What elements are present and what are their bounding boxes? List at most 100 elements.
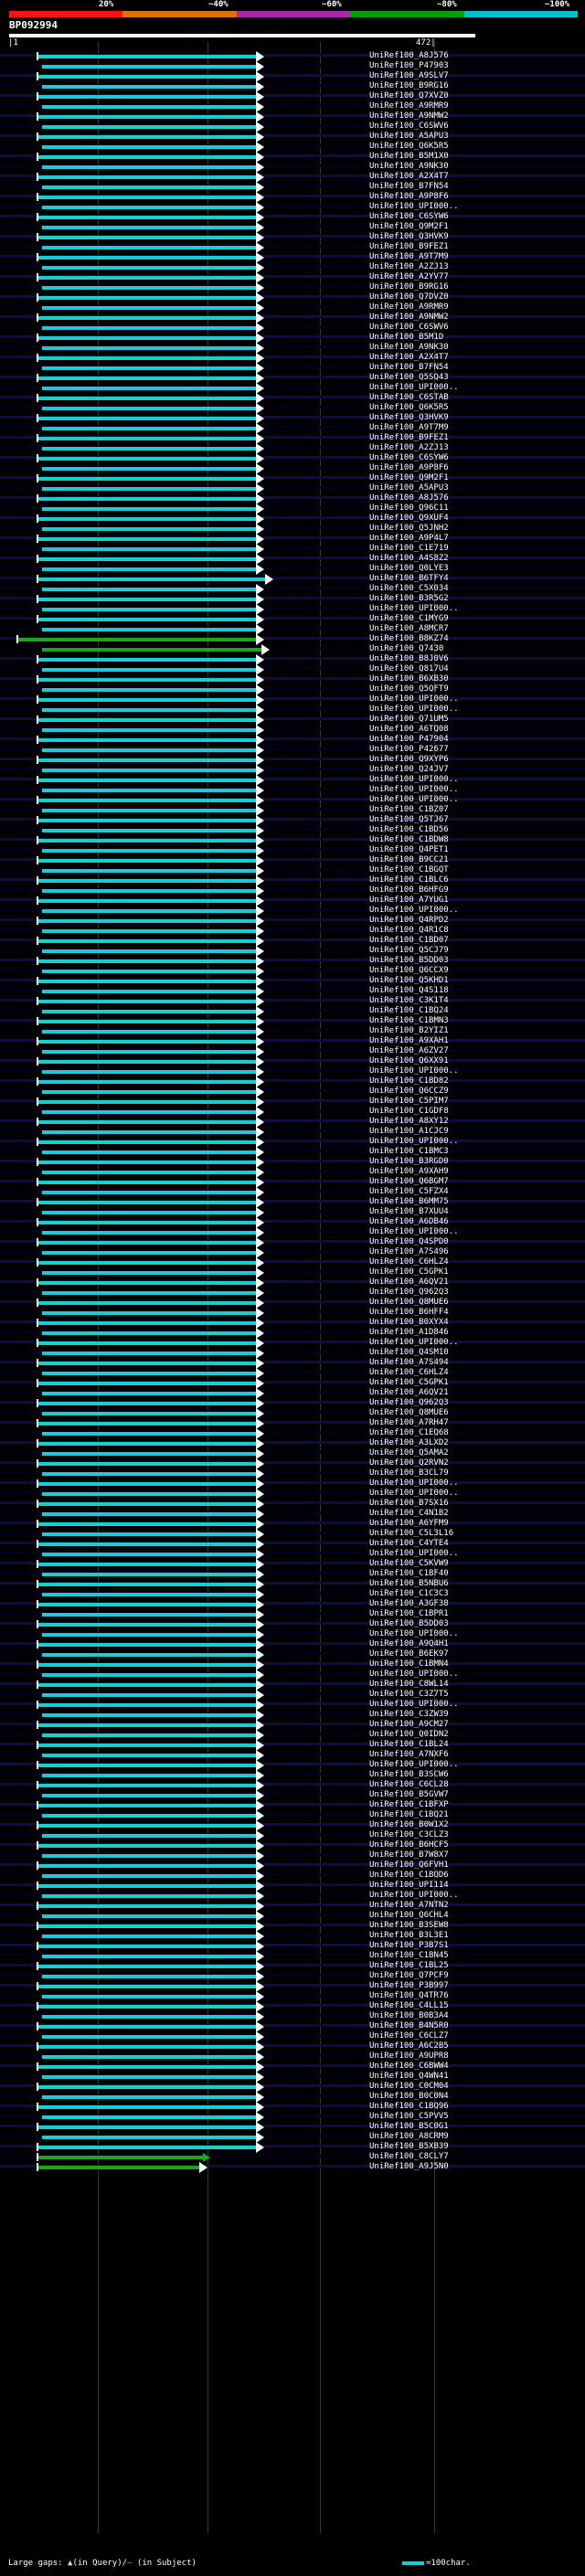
hit-accession-label[interactable]: UniRef100_B5DD03 <box>369 1619 449 1628</box>
hit-bar[interactable] <box>38 2105 256 2109</box>
hit-bar[interactable] <box>42 1291 256 1295</box>
hit-row[interactable]: UniRef100_A9T7M9 <box>0 423 585 434</box>
hit-bar-group[interactable] <box>0 1428 366 1439</box>
hit-row[interactable]: UniRef100_A2YV77 <box>0 272 585 283</box>
hit-row[interactable]: UniRef100_C5GPK1 <box>0 1267 585 1278</box>
hit-accession-label[interactable]: UniRef100_B6HCF5 <box>369 1840 449 1850</box>
hit-row[interactable]: UniRef100_UPI000.. <box>0 1700 585 1711</box>
hit-bar[interactable] <box>38 1462 256 1466</box>
hit-accession-label[interactable]: UniRef100_A3GF38 <box>369 1599 449 1608</box>
hit-bar[interactable] <box>38 477 256 481</box>
hit-accession-label[interactable]: UniRef100_B9RG16 <box>369 282 449 292</box>
hit-accession-label[interactable]: UniRef100_Q5QFT9 <box>369 684 449 694</box>
hit-bar[interactable] <box>42 1573 256 1576</box>
hit-row[interactable]: UniRef100_C1BD07 <box>0 936 585 947</box>
hit-bar[interactable] <box>38 1703 256 1707</box>
hit-row[interactable]: UniRef100_UPI000.. <box>0 795 585 806</box>
hit-accession-label[interactable]: UniRef100_A2ZJ13 <box>369 262 449 271</box>
hit-bar-group[interactable] <box>0 1981 366 1992</box>
hit-bar[interactable] <box>38 1965 256 1968</box>
hit-bar[interactable] <box>42 65 256 69</box>
hit-row[interactable]: UniRef100_UPI114 <box>0 1881 585 1892</box>
hit-accession-label[interactable]: UniRef100_C0CM04 <box>369 2082 449 2091</box>
hit-row[interactable]: UniRef100_A3GF38 <box>0 1599 585 1610</box>
hit-accession-label[interactable]: UniRef100_C4YTE4 <box>369 1539 449 1548</box>
hit-accession-label[interactable]: UniRef100_Q4SPD0 <box>369 1237 449 1246</box>
hit-bar-group[interactable] <box>0 313 366 323</box>
hit-bar[interactable] <box>42 1995 256 1998</box>
hit-row[interactable]: UniRef100_C6SWV6 <box>0 323 585 334</box>
hit-bar-group[interactable] <box>0 1820 366 1831</box>
hit-bar[interactable] <box>42 708 256 712</box>
hit-row[interactable]: UniRef100_Q4S118 <box>0 986 585 997</box>
hit-accession-label[interactable]: UniRef100_B9CC21 <box>369 855 449 864</box>
hit-accession-label[interactable]: UniRef100_C8CLY7 <box>369 2152 449 2161</box>
hit-bar-group[interactable] <box>0 61 366 72</box>
hit-bar[interactable] <box>42 1834 256 1838</box>
hit-accession-label[interactable]: UniRef100_C1BD56 <box>369 825 449 834</box>
hit-bar-group[interactable] <box>0 232 366 243</box>
hit-bar-group[interactable] <box>0 2122 366 2133</box>
hit-bar-group[interactable] <box>0 343 366 354</box>
hit-row[interactable]: UniRef100_B6XB30 <box>0 674 585 685</box>
hit-bar-group[interactable] <box>0 1901 366 1912</box>
hit-bar-group[interactable] <box>0 2142 366 2153</box>
hit-row[interactable]: UniRef100_B6HFF4 <box>0 1308 585 1319</box>
hit-row[interactable]: UniRef100_UPI000.. <box>0 604 585 615</box>
hit-bar-group[interactable] <box>0 966 366 977</box>
hit-accession-label[interactable]: UniRef100_A9Q4H1 <box>369 1639 449 1648</box>
hit-bar[interactable] <box>38 1744 256 1747</box>
hit-accession-label[interactable]: UniRef100_B6MM75 <box>369 1197 449 1206</box>
hit-bar[interactable] <box>42 949 256 953</box>
hit-bar[interactable] <box>38 738 256 742</box>
hit-row[interactable]: UniRef100_A9NK30 <box>0 343 585 354</box>
hit-row[interactable]: UniRef100_C5PIM7 <box>0 1097 585 1108</box>
hit-bar[interactable] <box>42 889 256 893</box>
hit-accession-label[interactable]: UniRef100_UPI000.. <box>369 785 459 794</box>
hit-bar-group[interactable] <box>0 926 366 937</box>
hit-accession-label[interactable]: UniRef100_UPI000.. <box>369 1891 459 1900</box>
hit-row[interactable]: UniRef100_B7W8X7 <box>0 1850 585 1861</box>
hit-bar[interactable] <box>42 1130 256 1134</box>
hit-bar-group[interactable] <box>0 1961 366 1972</box>
hit-row[interactable]: UniRef100_B2YIZ1 <box>0 1026 585 1037</box>
hit-bar[interactable] <box>38 115 256 119</box>
hit-bar-group[interactable] <box>0 473 366 484</box>
hit-accession-label[interactable]: UniRef100_A9J5N0 <box>369 2162 449 2171</box>
hit-bar[interactable] <box>42 527 256 531</box>
hit-accession-label[interactable]: UniRef100_C6HLZ4 <box>369 1368 449 1377</box>
hit-bar-group[interactable] <box>0 1247 366 1258</box>
hit-row[interactable]: UniRef100_A9RMR9 <box>0 101 585 112</box>
hit-bar[interactable] <box>42 547 256 551</box>
hit-accession-label[interactable]: UniRef100_B6HFG9 <box>369 885 449 895</box>
hit-row[interactable]: UniRef100_UPI000.. <box>0 1479 585 1489</box>
hit-bar-group[interactable] <box>0 715 366 726</box>
hit-row[interactable]: UniRef100_C3Z7T5 <box>0 1690 585 1701</box>
hit-bar-group[interactable] <box>0 815 366 826</box>
hit-row[interactable]: UniRef100_C3CLZ3 <box>0 1830 585 1841</box>
hit-row[interactable]: UniRef100_UPI000.. <box>0 1489 585 1500</box>
hit-bar[interactable] <box>38 618 256 621</box>
hit-bar[interactable] <box>42 728 256 732</box>
hit-bar[interactable] <box>42 1311 256 1315</box>
hit-row[interactable]: UniRef100_A8MCR7 <box>0 624 585 635</box>
hit-bar-group[interactable] <box>0 1076 366 1087</box>
hit-bar[interactable] <box>42 2115 256 2119</box>
hit-accession-label[interactable]: UniRef100_B8J0V6 <box>369 654 449 663</box>
hit-bar-group[interactable] <box>0 1951 366 1962</box>
hit-accession-label[interactable]: UniRef100_C1BF40 <box>369 1569 449 1578</box>
hit-bar[interactable] <box>38 1402 256 1405</box>
hit-bar-group[interactable] <box>0 594 366 605</box>
hit-bar[interactable] <box>38 155 256 159</box>
hit-row[interactable]: UniRef100_A8J576 <box>0 51 585 62</box>
hit-bar[interactable] <box>42 2015 256 2019</box>
hit-accession-label[interactable]: UniRef100_Q7PCF9 <box>369 1971 449 1980</box>
hit-bar[interactable] <box>42 1532 256 1536</box>
hit-bar-group[interactable] <box>0 192 366 203</box>
hit-bar-group[interactable] <box>0 2051 366 2062</box>
hit-row[interactable]: UniRef100_Q6CCZ9 <box>0 1087 585 1097</box>
hit-accession-label[interactable]: UniRef100_Q7XVZ0 <box>369 91 449 101</box>
hit-row[interactable]: UniRef100_B6EK97 <box>0 1649 585 1660</box>
hit-row[interactable]: UniRef100_Q8MUE6 <box>0 1408 585 1419</box>
hit-bar-group[interactable] <box>0 654 366 665</box>
